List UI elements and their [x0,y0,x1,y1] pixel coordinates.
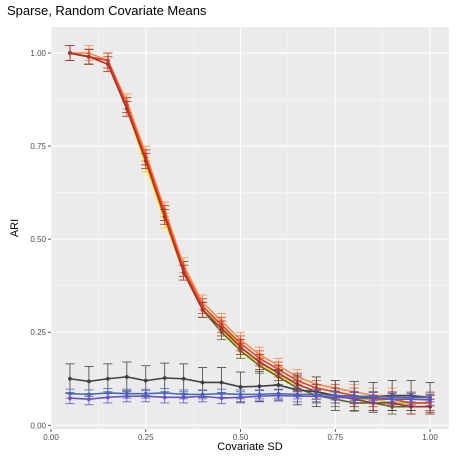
data-point [68,51,72,55]
data-point [181,270,186,275]
data-point [276,393,281,398]
y-tick-label: 0.25 [30,328,46,337]
series-line [69,52,431,401]
x-tick-label: 0.75 [327,433,343,442]
data-point [333,395,338,400]
data-point [162,395,167,400]
y-tick-label: 0.00 [30,421,46,430]
data-point [257,384,262,389]
series-6 [65,361,435,413]
data-point [124,394,129,399]
x-tick-label: 1.00 [422,433,438,442]
data-point [200,394,205,399]
y-tick-label: 1.00 [30,49,46,58]
data-point [200,380,205,385]
data-point [314,394,319,399]
data-point [162,376,167,380]
data-point [257,360,262,364]
data-point [162,214,167,219]
series-8 [65,389,435,406]
data-point [87,397,91,402]
axes: 0.00 0.25 0.50 0.75 1.00 0.00 0.25 0.50 0.75 1.00 [30,49,438,442]
series-line [69,392,431,399]
series-line [69,376,431,399]
data-point [238,345,243,350]
x-tick-label: 0.00 [43,433,59,442]
data-point [200,307,205,312]
chart-title: Sparse, Random Covariate Means [7,3,207,18]
data-point [87,379,91,384]
data-point [219,326,224,331]
data-point [87,54,91,59]
x-tick-label: 0.25 [138,433,154,442]
series-line [69,394,431,401]
data-point [219,396,224,401]
y-axis-title: ARI [9,219,21,237]
data-point [390,397,395,402]
data-point [371,396,376,401]
x-tick-label: 0.50 [233,433,249,442]
data-point [352,396,357,401]
data-point [143,159,148,163]
gridlines [50,27,449,429]
data-point [219,380,224,385]
data-point [238,385,243,389]
data-point [181,395,186,400]
data-point [105,376,110,381]
plot-panel [51,27,449,429]
data-point [276,383,281,387]
data-point [181,376,186,381]
data-point [257,394,262,399]
data-point [409,397,413,402]
y-tick-label: 0.75 [30,142,46,151]
data-point [105,395,110,400]
series-layer [65,45,435,415]
data-point [238,395,243,400]
y-tick-label: 0.50 [30,235,46,244]
data-point [428,398,432,402]
data-point [143,378,148,383]
data-point [124,106,129,111]
data-point [68,396,72,401]
data-point [124,374,129,379]
data-point [295,394,300,399]
data-point [68,376,72,381]
data-point [143,394,148,399]
series-line [69,52,431,408]
data-point [105,62,110,67]
x-axis-title: Covariate SD [217,441,282,453]
